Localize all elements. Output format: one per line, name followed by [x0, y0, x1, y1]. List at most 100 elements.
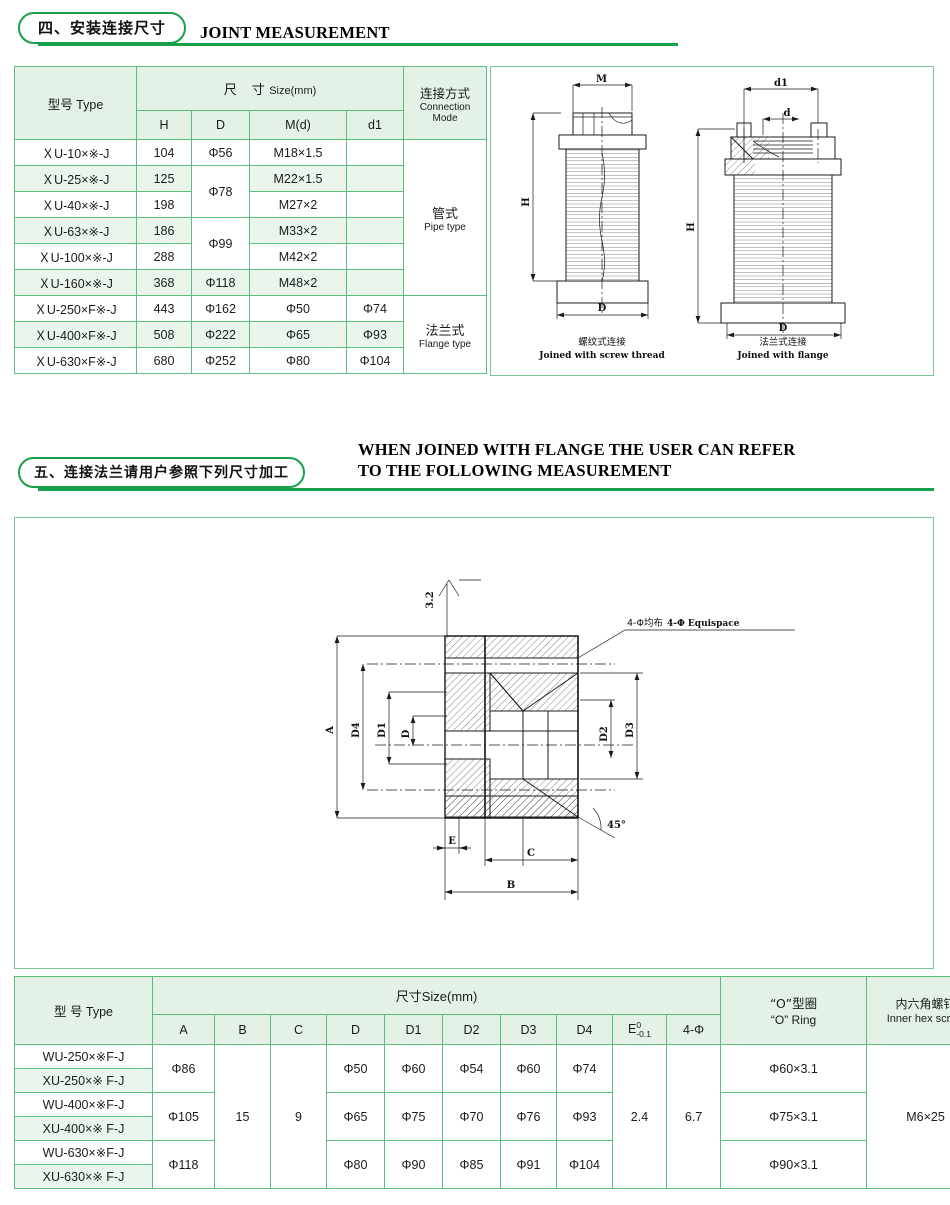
- dim-label-D-right: D: [779, 323, 788, 334]
- cell-h: 186: [136, 217, 192, 244]
- cell-d: Φ118: [191, 269, 250, 296]
- cell-d1: [346, 269, 404, 296]
- th2-E-letter: E: [628, 1021, 637, 1036]
- mode-pipe-en: Pipe type: [424, 221, 466, 233]
- th2-D: D: [326, 1014, 385, 1045]
- table-row: ＸU-100×※-J 288 M42×2: [14, 243, 487, 270]
- cell-D1: Φ90: [384, 1140, 443, 1189]
- th-mode-en-1: Connection: [419, 101, 471, 113]
- cell-d1: [346, 165, 404, 192]
- cell-D1: Φ75: [384, 1092, 443, 1141]
- cell-type: ＸU-63×※-J: [14, 217, 137, 244]
- cell-D1: Φ60: [384, 1044, 443, 1093]
- th2-phi: 4-Φ: [665, 1014, 722, 1045]
- cell-h: 443: [136, 295, 192, 322]
- cell-d1: Φ74: [346, 295, 404, 322]
- th-mode-cn: 连接方式: [419, 85, 470, 101]
- surface-finish-symbol: 3.2: [425, 579, 481, 636]
- th-h: H: [136, 110, 192, 140]
- th2-type: 型 号 Type: [14, 976, 153, 1045]
- th-connection-mode: 连接方式 Connection Mode: [403, 66, 487, 140]
- cell-md: M33×2: [249, 217, 347, 244]
- cell-d1: [346, 191, 404, 218]
- th-d1: d1: [346, 110, 404, 140]
- cell-md: M22×1.5: [249, 165, 347, 192]
- th2-screw: 内六角螺钉 Inner hex screw: [866, 976, 950, 1045]
- cell-type: ＸU-100×※-J: [14, 243, 137, 270]
- th2-E-upper: 0: [636, 1020, 642, 1030]
- table-row: WU-250×※F-J Φ86 15 9 Φ50 Φ60 Φ54 Φ60 Φ74…: [14, 1044, 950, 1189]
- cell-type-xu: XU-400×※ F-J: [14, 1116, 153, 1141]
- cell-d: Φ56: [191, 139, 250, 166]
- th2-A: A: [152, 1014, 215, 1045]
- cell-oring: Φ75×3.1: [720, 1092, 868, 1141]
- cell-type: ＸU-40×※-J: [14, 191, 137, 218]
- vertical-dimensions-left: A D4 D1 D: [325, 635, 447, 819]
- cell-d1: Φ104: [346, 347, 404, 374]
- vertical-dimensions-right: D2 D3: [580, 672, 643, 780]
- flange-detail-svg: 3.2 4-Φ均布 4-Φ Equispace 45° A D4: [325, 579, 795, 900]
- cell-type-wu: WU-250×※F-J: [14, 1044, 153, 1069]
- th2-E-lower: -0.1: [636, 1028, 651, 1039]
- section-4-pill-label: 四、安装连接尺寸: [18, 12, 187, 44]
- flange-element: d1 d: [686, 78, 846, 361]
- cell-h: 125: [136, 165, 192, 192]
- th2-C: C: [270, 1014, 327, 1045]
- dim-label-D2: D2: [599, 726, 610, 742]
- table-row: ＸU-250×F※-J 443 Φ162 Φ50 Φ74 法兰式 Flange …: [14, 295, 487, 374]
- cell-h: 104: [136, 139, 192, 166]
- cell-phi: 6.7: [665, 1044, 722, 1189]
- section-4-underline: [38, 43, 678, 46]
- cell-D4: Φ104: [556, 1140, 613, 1189]
- dim-label-d1: d1: [774, 78, 788, 89]
- dim-label-d: d: [784, 108, 791, 119]
- th2-D2: D2: [442, 1014, 501, 1045]
- cell-d1: [346, 139, 404, 166]
- table-row: XU-400×※ F-J: [14, 1116, 950, 1141]
- dim-label-A: A: [325, 726, 336, 735]
- cell-type-wu: WU-630×※F-J: [14, 1140, 153, 1165]
- th-size-group: 尺 寸 Size(mm): [136, 66, 404, 111]
- dim-label-D-left: D: [598, 303, 607, 314]
- dim-label-H-right: H: [686, 222, 697, 231]
- screw-thread-element: M H: [521, 74, 665, 361]
- th-size-group-en: Size(mm): [269, 85, 317, 97]
- cell-md: M42×2: [249, 243, 347, 270]
- cell-md: Φ80: [249, 347, 347, 374]
- dim-label-H-left: H: [521, 197, 532, 206]
- horizontal-dimensions: E C B: [433, 818, 579, 900]
- cell-D2: Φ70: [442, 1092, 501, 1141]
- flange-detail-frame: 3.2 4-Φ均布 4-Φ Equispace 45° A D4: [14, 517, 934, 969]
- cell-D: Φ50: [326, 1044, 385, 1093]
- dim-label-D3: D3: [625, 722, 636, 738]
- equispace-note: 4-Φ均布 4-Φ Equispace: [577, 617, 795, 659]
- cell-type: ＸU-10×※-J: [14, 139, 137, 166]
- section-5-title-en-line1: WHEN JOINED WITH FLANGE THE USER CAN REF…: [358, 440, 796, 459]
- cell-D: Φ80: [326, 1140, 385, 1189]
- table-row: ＸU-630×F※-J 680 Φ252 Φ80 Φ104: [14, 347, 487, 374]
- cell-h: 368: [136, 269, 192, 296]
- cell-h: 680: [136, 347, 192, 374]
- equispace-note-en: 4-Φ Equispace: [667, 619, 740, 629]
- cell-type-xu: XU-250×※ F-J: [14, 1068, 153, 1093]
- section-4-title-en: JOINT MEASUREMENT: [200, 23, 390, 43]
- cell-D3: Φ60: [500, 1044, 557, 1093]
- joint-drawing-frame: M H: [490, 66, 934, 376]
- cell-mode-pipe: 管式 Pipe type: [403, 139, 487, 296]
- cell-E: 2.4: [612, 1044, 667, 1189]
- caption-screw-en: Joined with screw thread: [538, 351, 665, 361]
- cell-md: M48×2: [249, 269, 347, 296]
- cell-md: Φ65: [249, 321, 347, 348]
- cell-d: Φ78: [191, 165, 250, 218]
- th2-B: B: [214, 1014, 271, 1045]
- table-row: ＸU-400×F※-J 508 Φ222 Φ65 Φ93: [14, 321, 487, 348]
- section-4-heading: 四、安装连接尺寸 JOINT MEASUREMENT: [18, 12, 932, 46]
- angle-label: 45°: [607, 820, 626, 831]
- cell-md: M18×1.5: [249, 139, 347, 166]
- dim-label-D4: D4: [351, 722, 362, 738]
- cell-type: ＸU-25×※-J: [14, 165, 137, 192]
- cell-h: 508: [136, 321, 192, 348]
- cell-h: 288: [136, 243, 192, 270]
- caption-flange-en: Joined with flange: [736, 351, 829, 361]
- table-row: ＸU-160×※-J 368 Φ118 M48×2: [14, 269, 487, 296]
